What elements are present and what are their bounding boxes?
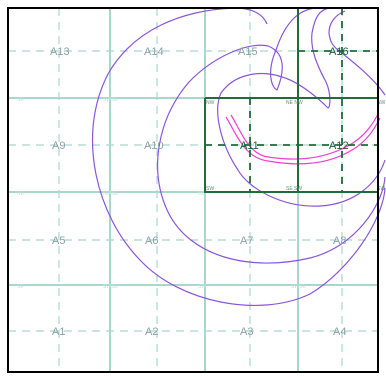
highlight-path-a [225, 116, 381, 165]
contour-inner [217, 7, 386, 207]
cell-label-a11: A11 [240, 140, 259, 152]
cell-label-a3: A3 [240, 326, 253, 338]
cell-label-a4: A4 [333, 326, 346, 338]
intersection-marks: SE SWSE NE NWNE NW SE SWSE SW SWSE [17, 97, 306, 290]
intersection-mark: NWNE [103, 191, 119, 197]
intersection-mark: SW [198, 284, 206, 290]
cell-label-a6: A6 [145, 235, 158, 247]
corner-label-sw: SW [206, 186, 214, 192]
selected-frame [204, 8, 378, 193]
intersection-mark: NE [17, 191, 25, 197]
cell-label-a14: A14 [144, 46, 164, 58]
intersection-mark: SWSE [103, 284, 118, 290]
corner-label-nw: NW [206, 100, 215, 106]
cell-label-a12: A12 [329, 140, 349, 152]
cell-labels: A13 A14 A15 A16 A9 A10 A11 A12 A5 A6 A7 … [50, 46, 349, 338]
corner-label-ne-nw: NE NW [286, 100, 303, 106]
cell-label-a8: A8 [333, 235, 346, 247]
cell-label-a2: A2 [145, 326, 158, 338]
cell-label-a15: A15 [238, 46, 258, 58]
cell-label-a1: A1 [52, 326, 65, 338]
intersection-mark: NW [198, 191, 207, 197]
cell-label-a13: A13 [50, 46, 70, 58]
corner-label-nw-right: NW [377, 100, 386, 106]
contour-middle [157, 7, 386, 264]
cell-label-a5: A5 [52, 235, 65, 247]
contour-innermost [328, 10, 386, 96]
cell-label-a9: A9 [52, 140, 65, 152]
intersection-mark: SE [17, 284, 24, 290]
frame-corner-labels: NW NE NW SW SE SW NW SW [206, 100, 386, 192]
selected-frame-inner-dashes [205, 8, 378, 192]
cell-label-a7: A7 [240, 235, 253, 247]
cell-label-a10: A10 [144, 140, 164, 152]
selected-frame-outline [204, 8, 378, 193]
highlight-path-b [230, 113, 379, 160]
corner-label-se-sw: SE SW [286, 186, 302, 192]
intersection-mark: SE [17, 97, 24, 103]
intersection-mark: SWSE [291, 284, 306, 290]
cell-label-a16: A16 [329, 46, 349, 58]
map-border [7, 7, 379, 373]
highlight-route [225, 113, 381, 165]
intersection-mark: SWSE [103, 97, 118, 103]
corner-label-sw-right: SW [377, 186, 385, 192]
